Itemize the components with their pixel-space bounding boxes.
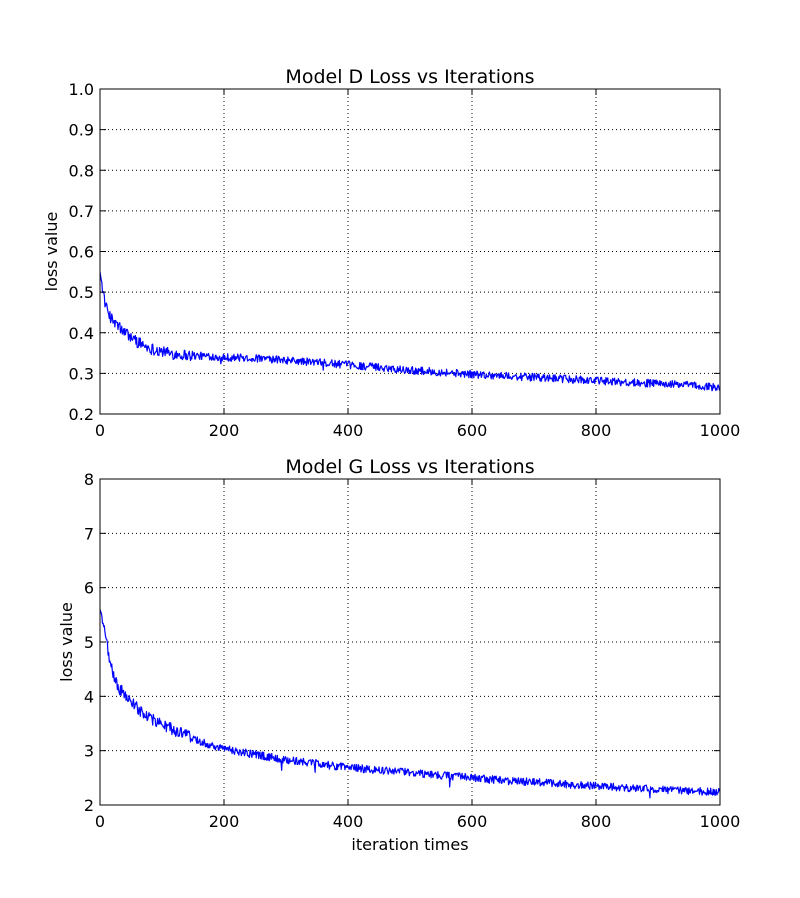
- chart-panel-1: 0 200 400 600 800 1000 0.2 0.3 0.4 0.5 0.6 0.7 0.8 0.…: [42, 66, 740, 440]
- x-tick-label: 0: [95, 812, 105, 831]
- x-tick-label: 400: [333, 421, 364, 440]
- y-axis-label: loss value: [42, 212, 61, 292]
- x-tick-label: 600: [457, 421, 488, 440]
- y-tick-label: 5: [84, 633, 94, 652]
- x-tick-label: 800: [581, 812, 612, 831]
- y-tick-label: 0.6: [69, 243, 94, 262]
- x-axis-label: iteration times: [351, 835, 468, 854]
- x-tick-label: 0: [95, 421, 105, 440]
- y-tick-label: 0.5: [69, 283, 94, 302]
- y-tick-label: 0.7: [69, 202, 94, 221]
- series-line-1: [99, 609, 721, 799]
- y-tick-label: 8: [84, 470, 94, 489]
- x-tick-label: 400: [333, 812, 364, 831]
- y-tick-label: 6: [84, 579, 94, 598]
- y-tick-label: 2: [84, 796, 94, 815]
- y-tick-label: 0.3: [69, 364, 94, 383]
- chart-title: Model D Loss vs Iterations: [285, 66, 534, 88]
- y-tick-label: 1.0: [69, 80, 94, 99]
- y-tick-label: 3: [84, 742, 94, 761]
- series-line-1: [99, 271, 721, 392]
- x-tick-label: 1000: [700, 812, 741, 831]
- y-tick-label: 7: [84, 524, 94, 543]
- x-tick-label: 200: [209, 421, 240, 440]
- y-tick-label: 0.9: [69, 121, 94, 140]
- x-tick-label: 1000: [700, 421, 741, 440]
- y-tick-label: 4: [84, 687, 94, 706]
- y-tick-label: 0.2: [69, 405, 94, 424]
- y-tick-label: 0.4: [69, 324, 94, 343]
- chart-title: Model G Loss vs Iterations: [285, 456, 534, 478]
- y-axis-label: loss value: [57, 602, 76, 682]
- chart-panel-2: 0 200 400 600 800 1000 2 3 4 5 6 7 8 Model G Loss vs …: [57, 456, 740, 854]
- y-tick-label: 0.8: [69, 161, 94, 180]
- x-tick-label: 600: [457, 812, 488, 831]
- x-tick-label: 200: [209, 812, 240, 831]
- x-tick-label: 800: [581, 421, 612, 440]
